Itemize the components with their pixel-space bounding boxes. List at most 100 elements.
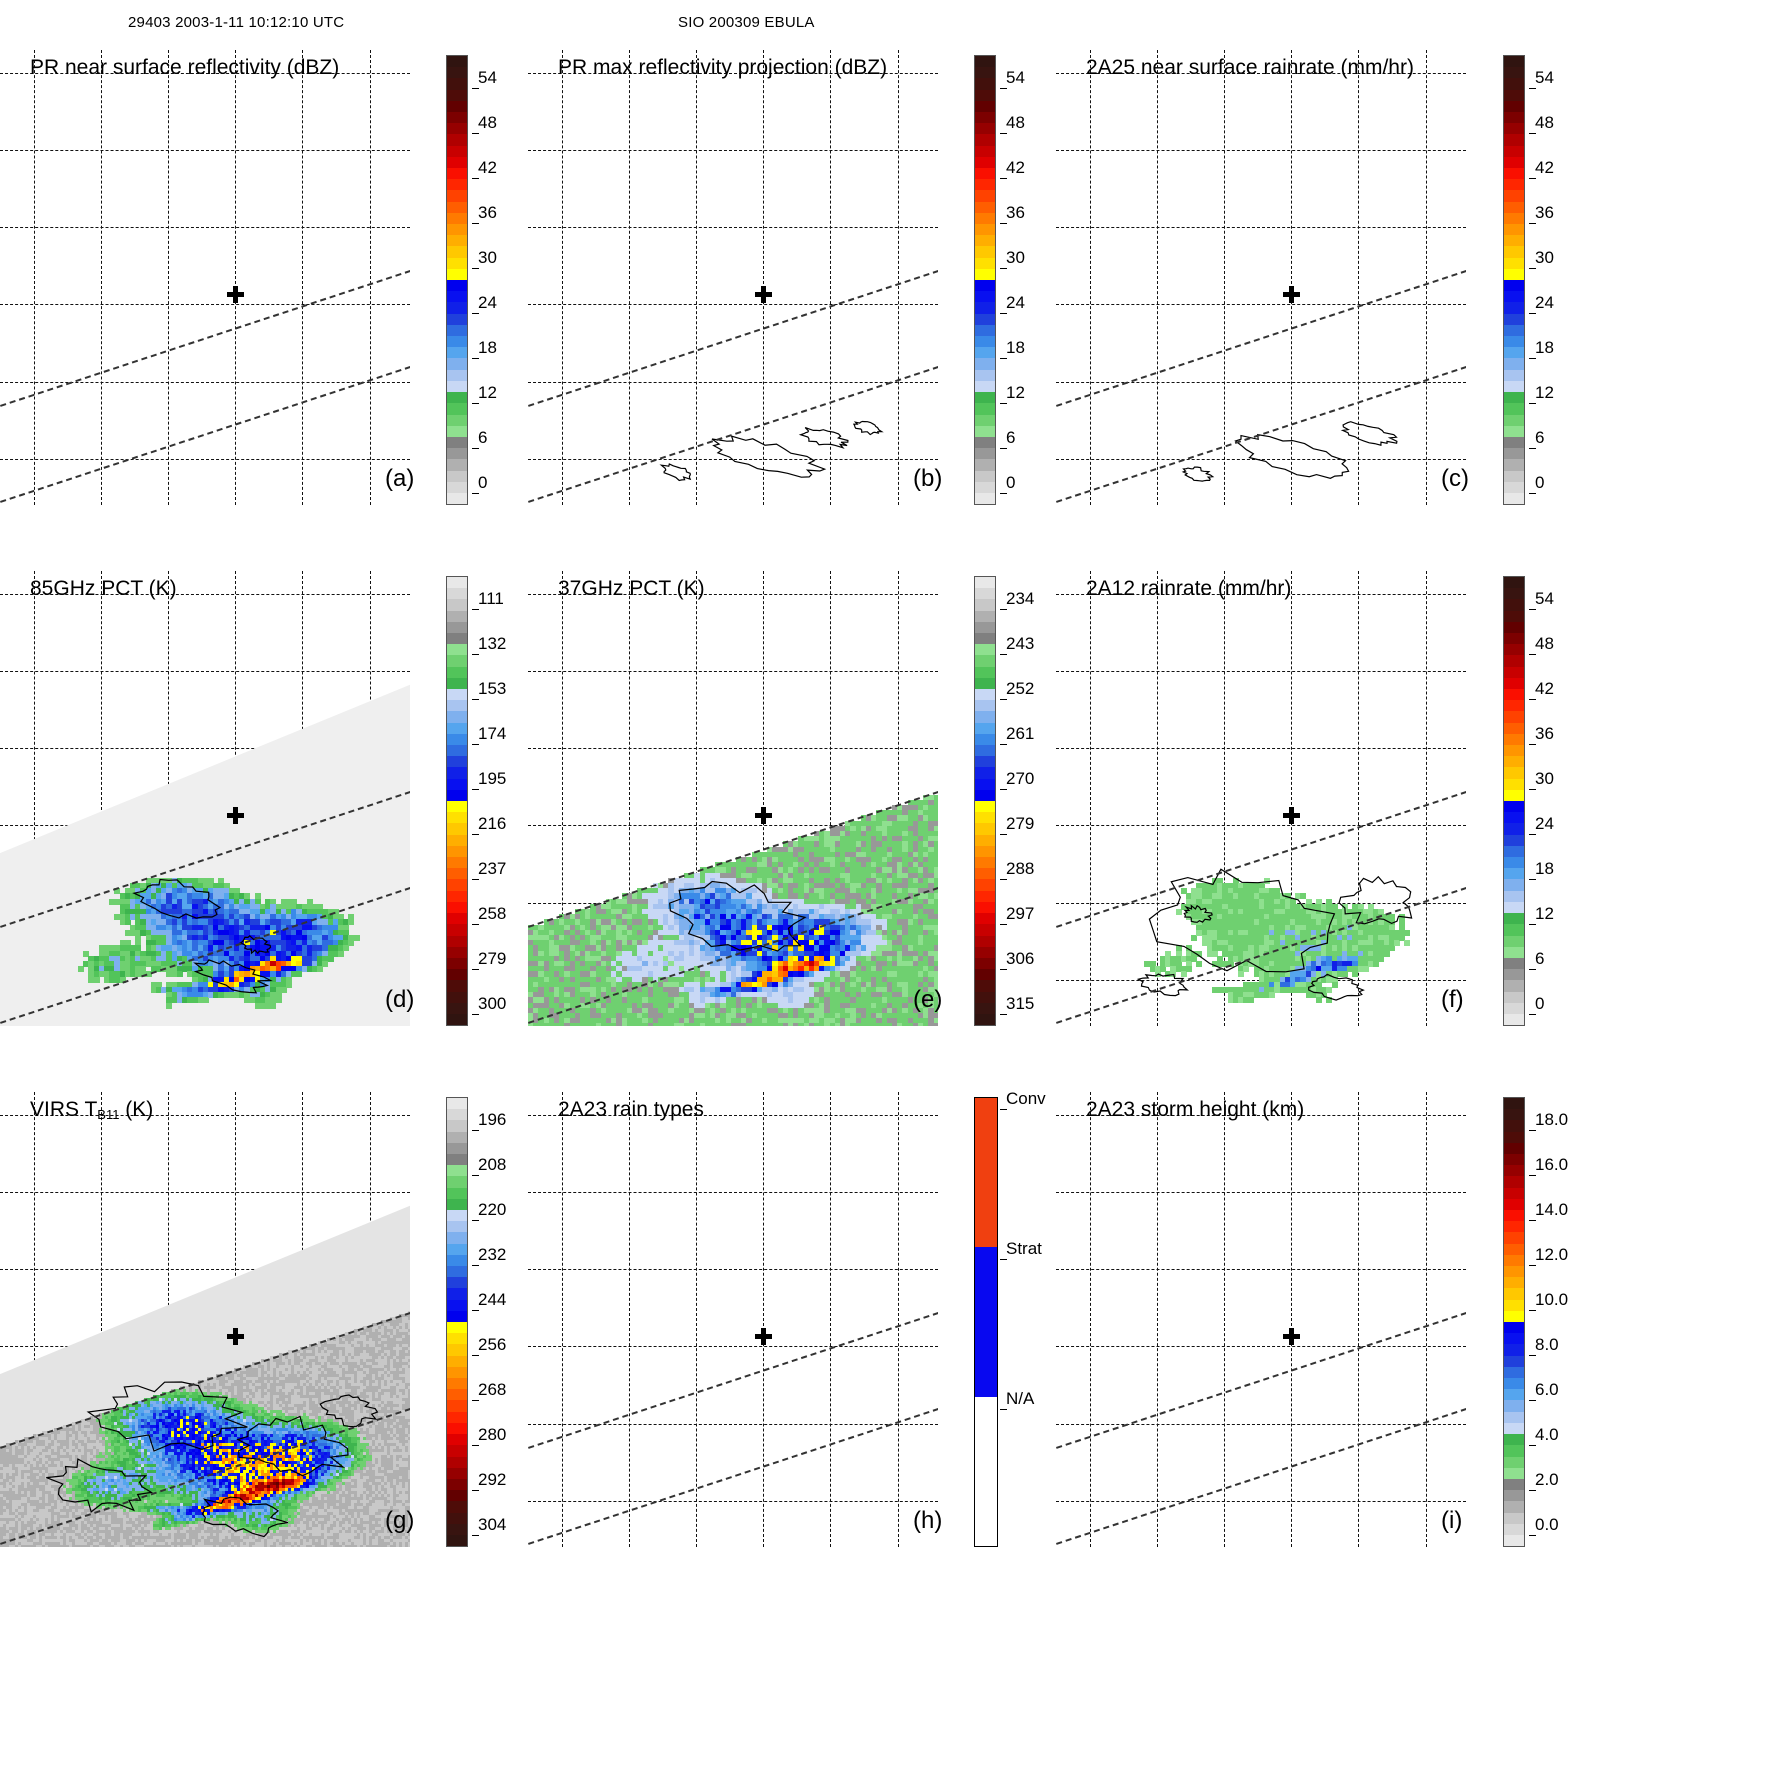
colorbar-labels-d: 111 132 153 174 195 216 237 258 279 300 (472, 571, 524, 1031)
colorbar-tick-label: 280 (472, 1425, 506, 1446)
colorbar-tick-mark (1000, 132, 1007, 134)
colorbar-tick-label: 42 (1529, 679, 1554, 700)
colorbar-g: 196 208 220 232 244 256 268 280 292 304 (432, 1092, 518, 1547)
colorbar-tick-label: 12 (472, 383, 497, 404)
panel-letter-i: (i) (1441, 1507, 1462, 1535)
colorbar-tick-label: 234 (1000, 589, 1034, 610)
colorbar-tick-mark (472, 222, 479, 224)
cyclone-center-marker (755, 286, 773, 304)
colorbar-tick-mark (1529, 132, 1536, 134)
colorbar-f: 0 6 12 18 24 30 36 42 48 54 (1489, 571, 1575, 1026)
colorbar-tick-mark (472, 312, 479, 314)
colorbar-tick-mark (472, 1129, 479, 1131)
colorbar-tick-label: 54 (1529, 68, 1554, 89)
colorbar-tick-mark (472, 87, 479, 89)
colorbar-tick-label: 220 (472, 1200, 506, 1221)
colorbar-tick-mark (1529, 1354, 1536, 1356)
colorbar-tick-label: 8.0 (1529, 1335, 1559, 1356)
colorbar-host-a: 0 6 12 18 24 30 36 42 48 54 (432, 25, 522, 525)
colorbar-tick-label: 0.0 (1529, 1515, 1559, 1536)
colorbar-tick-label: 297 (1000, 904, 1034, 925)
colorbar-tick-mark (1000, 923, 1007, 925)
colorbar-tick-mark (472, 698, 479, 700)
plot-inner-c (1056, 50, 1466, 505)
colorbar-tick-label: 6 (1529, 949, 1544, 970)
colorbar-tick-label: 244 (472, 1290, 506, 1311)
colorbar-tick-label: 6 (1529, 428, 1544, 449)
colorbar-tick-mark (1529, 1309, 1536, 1311)
panel-e: 646668707274-20-22-24-26-28-3037GHz PCT … (528, 546, 1028, 1046)
colorbar-tick-label: 6 (1000, 428, 1015, 449)
cyclone-center-marker (1283, 1328, 1301, 1346)
colorbar-tick-mark (1000, 1409, 1007, 1410)
cyclone-center-marker (227, 807, 245, 825)
colorbar-tick-mark (472, 1399, 479, 1401)
plot-area-a (0, 50, 410, 505)
colorbar-tick-mark (1529, 1534, 1536, 1536)
colorbar-tick-label: 42 (1000, 158, 1025, 179)
colorbar-b: 0 6 12 18 24 30 36 42 48 54 (960, 50, 1046, 505)
colorbar-tick-mark (1529, 743, 1536, 745)
colorbar-class-strat (975, 1247, 997, 1397)
colorbar-tick-label: 36 (1529, 724, 1554, 745)
colorbar-tick-label: 24 (1529, 814, 1554, 835)
colorbar-tick-label: 48 (472, 113, 497, 134)
colorbar-classes-h (974, 1097, 998, 1547)
colorbar-gradient-d (446, 576, 468, 1026)
colorbar-tick-label: 18 (1529, 859, 1554, 880)
cyclone-center-marker (755, 1328, 773, 1346)
colorbar-tick-mark (1529, 1399, 1536, 1401)
colorbar-gradient-c (1503, 55, 1525, 505)
colorbar-tick-label: 232 (472, 1245, 506, 1266)
colorbar-tick-label: 48 (1529, 634, 1554, 655)
colorbar-h: Conv Strat N/A (960, 1089, 1046, 1547)
colorbar-tick-label: 24 (472, 293, 497, 314)
colorbar-tick-mark (1529, 357, 1536, 359)
colorbar-gradient-b (974, 55, 996, 505)
plot-inner-b (528, 50, 938, 505)
plot-area-h (528, 1092, 938, 1547)
colorbar-tick-mark (1529, 1219, 1536, 1221)
colorbar-tick-mark (1000, 653, 1007, 655)
data-raster-d (0, 685, 410, 1026)
data-raster-b (528, 50, 938, 505)
colorbar-tick-label: 256 (472, 1335, 506, 1356)
colorbar-i: 0.0 2.0 4.0 6.0 8.0 10.0 12.0 14.0 16.0 18.0 (1489, 1092, 1575, 1547)
data-raster-e (528, 685, 938, 1026)
colorbar-tick-mark (1000, 177, 1007, 179)
plot-inner-a (0, 50, 410, 505)
plot-area-f (1056, 571, 1466, 1026)
data-raster-a (0, 50, 410, 505)
colorbar-host-g: 196 208 220 232 244 256 268 280 292 304 (432, 1067, 522, 1567)
colorbar-tick-label: 12 (1529, 904, 1554, 925)
colorbar-tick-label: 42 (1529, 158, 1554, 179)
colorbar-tick-mark (472, 1309, 479, 1311)
plot-inner-d (0, 571, 410, 1026)
colorbar-tick-label: 0 (1000, 473, 1015, 494)
colorbar-tick-label: 2.0 (1529, 1470, 1559, 1491)
panel-title-g: VIRS TB11 (K) (30, 1098, 153, 1122)
plot-inner-i (1056, 1092, 1466, 1547)
colorbar-tick-label: 30 (1529, 769, 1554, 790)
colorbar-tick-mark (472, 132, 479, 134)
colorbar-labels-e: 234 243 252 261 270 279 288 297 306 315 (1000, 571, 1052, 1031)
panel-title-a: PR near surface reflectivity (dBZ) (30, 56, 339, 80)
colorbar-class-na (975, 1396, 997, 1546)
colorbar-tick-label: 279 (472, 949, 506, 970)
colorbar-tick-label: 30 (472, 248, 497, 269)
colorbar-tick-label: 195 (472, 769, 506, 790)
colorbar-tick-mark (1000, 788, 1007, 790)
colorbar-tick-mark (472, 357, 479, 359)
colorbar-tick-mark (472, 743, 479, 745)
colorbar-class-conv (975, 1098, 997, 1248)
plot-inner-g (0, 1092, 410, 1547)
colorbar-tick-label: 18.0 (1529, 1110, 1568, 1131)
colorbar-labels-f: 0 6 12 18 24 30 36 42 48 54 (1529, 571, 1581, 1031)
colorbar-tick-label: 18 (1529, 338, 1554, 359)
data-raster-g (0, 1206, 410, 1547)
colorbar-tick-label: 10.0 (1529, 1290, 1568, 1311)
colorbar-d: 111 132 153 174 195 216 237 258 279 300 (432, 571, 518, 1026)
colorbar-tick-label: 261 (1000, 724, 1034, 745)
colorbar-tick-mark (472, 492, 479, 494)
